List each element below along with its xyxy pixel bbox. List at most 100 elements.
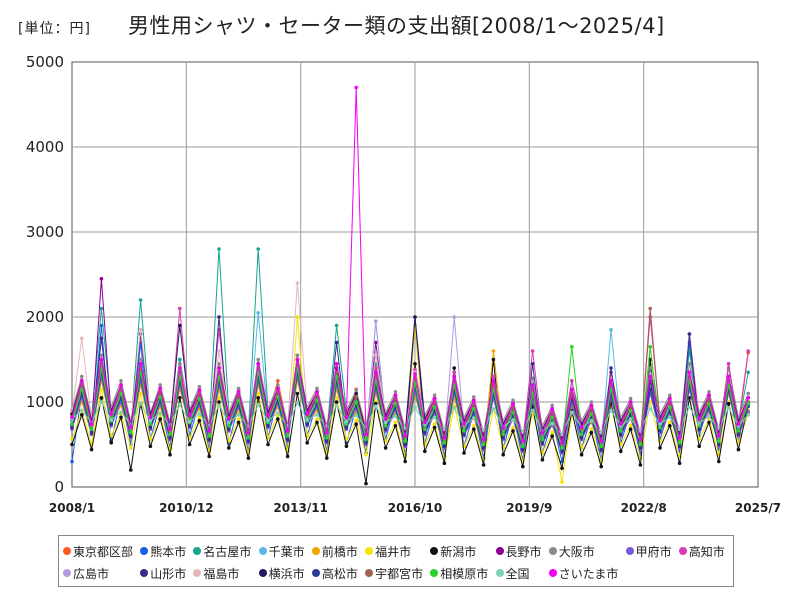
- data-point: [530, 383, 535, 387]
- data-point: [276, 386, 280, 391]
- series-line: [71, 346, 749, 449]
- legend-label: さいたま市: [558, 566, 619, 581]
- data-point: [579, 425, 584, 430]
- data-point: [285, 454, 290, 459]
- legend-label: 宇都宮市: [375, 566, 424, 581]
- data-point: [687, 370, 692, 375]
- data-point: [668, 393, 672, 398]
- data-point: [129, 425, 133, 430]
- data-point: [374, 401, 378, 406]
- legend-item: 甲府市: [625, 540, 676, 562]
- data-point: [148, 444, 153, 449]
- legend-marker: [311, 547, 320, 555]
- x-tick-label: 2013/11: [273, 501, 327, 515]
- data-point: [129, 430, 133, 435]
- data-point: [364, 437, 368, 442]
- data-point: [472, 416, 476, 420]
- data-point: [501, 425, 506, 430]
- legend-marker: [430, 569, 439, 577]
- legend-label: 広島市: [73, 566, 110, 581]
- legend-item: 前橋市: [311, 540, 362, 562]
- title-bar: [単位：円] 男性用シャツ・セーター類の支出額[2008/1～2025/4]: [0, 0, 800, 46]
- data-point: [80, 408, 84, 413]
- x-axis: 2008/1 2010/12 2013/11 2016/10 2019/9 2022/8 2…: [49, 501, 781, 515]
- x-tick-label: 2022/8: [621, 501, 667, 515]
- data-point: [256, 362, 261, 366]
- data-point: [315, 413, 319, 417]
- data-point: [638, 442, 643, 447]
- data-point: [217, 247, 221, 251]
- data-point: [481, 442, 486, 447]
- data-point: [668, 405, 672, 409]
- data-point: [217, 400, 221, 404]
- data-point: [325, 430, 329, 435]
- data-point: [491, 374, 496, 379]
- data-point: [99, 353, 104, 358]
- data-point: [178, 357, 182, 362]
- data-point: [707, 420, 711, 425]
- data-point: [138, 298, 143, 302]
- data-point: [491, 349, 496, 353]
- data-point: [491, 357, 496, 362]
- data-point: [413, 405, 417, 409]
- legend-label: 高松市: [321, 566, 358, 581]
- legend-label: 相模原市: [440, 566, 489, 581]
- data-point: [168, 432, 172, 437]
- data-point: [227, 420, 231, 425]
- data-point: [658, 425, 662, 430]
- data-point: [374, 353, 378, 358]
- legend-label: 甲府市: [635, 544, 672, 559]
- data-point: [609, 408, 613, 413]
- legend-marker: [365, 547, 374, 555]
- data-point: [589, 418, 594, 423]
- data-point: [158, 383, 162, 387]
- data-point: [178, 396, 182, 400]
- data-point: [109, 418, 113, 422]
- data-point: [129, 468, 133, 472]
- data-point: [393, 414, 398, 419]
- data-point: [413, 367, 417, 372]
- data-point: [315, 386, 319, 391]
- data-point: [80, 336, 84, 341]
- data-point: [413, 315, 417, 319]
- data-point: [119, 391, 123, 396]
- data-point: [736, 447, 741, 452]
- data-point: [432, 422, 437, 426]
- data-point: [599, 464, 603, 469]
- data-point: [70, 415, 74, 420]
- data-point: [236, 398, 241, 403]
- data-point: [256, 311, 261, 315]
- data-point: [99, 277, 104, 281]
- data-point: [746, 401, 750, 406]
- data-point: [227, 417, 231, 421]
- data-point: [99, 357, 104, 362]
- data-point: [717, 439, 721, 443]
- data-point: [383, 420, 388, 425]
- data-point: [589, 430, 594, 435]
- legend-label: 高知市: [688, 544, 725, 559]
- data-point: [158, 417, 162, 421]
- data-point: [697, 421, 701, 426]
- data-point: [129, 446, 133, 450]
- data-point: [726, 362, 731, 366]
- data-point: [462, 429, 466, 433]
- data-point: [403, 439, 408, 443]
- legend-marker: [193, 547, 202, 555]
- data-point: [325, 435, 329, 440]
- data-point: [89, 422, 94, 426]
- data-point: [521, 430, 525, 434]
- legend-marker: [678, 547, 687, 555]
- data-point: [462, 451, 466, 455]
- data-point: [315, 420, 319, 425]
- data-point: [354, 418, 359, 423]
- data-point: [668, 396, 672, 401]
- data-point: [746, 391, 750, 396]
- legend-marker: [365, 569, 374, 577]
- data-point: [148, 415, 153, 420]
- data-point: [354, 413, 359, 418]
- data-point: [707, 393, 711, 398]
- data-point: [677, 441, 682, 445]
- data-point: [256, 391, 261, 396]
- data-point: [138, 401, 143, 406]
- unit-label: [単位：円]: [18, 21, 91, 37]
